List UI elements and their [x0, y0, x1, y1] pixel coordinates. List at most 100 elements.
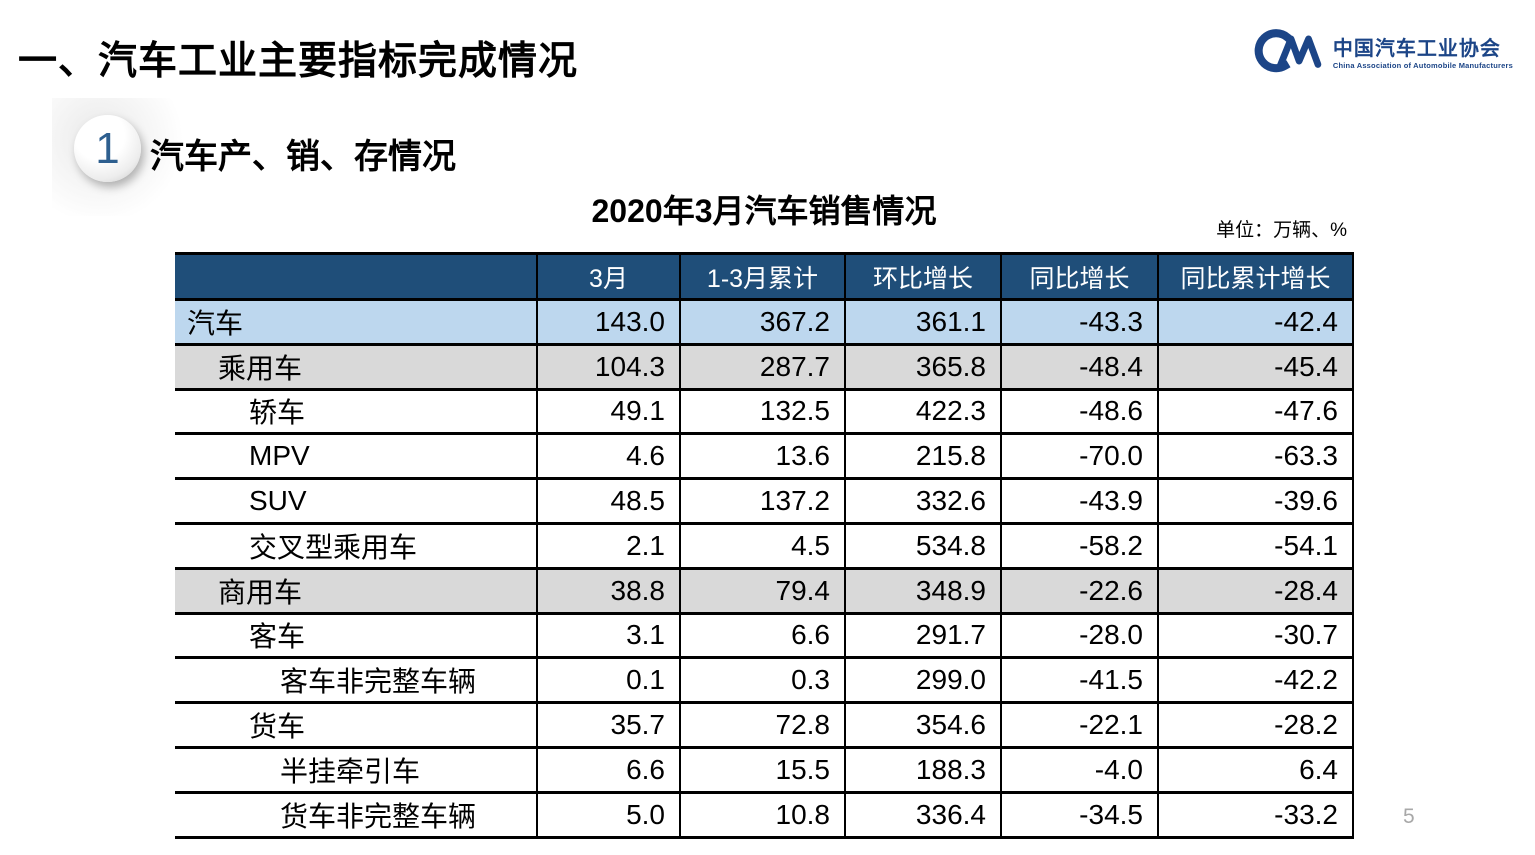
table-title: 2020年3月汽车销售情况 — [591, 193, 937, 229]
table-header-row: 3月 1-3月累计 环比增长 同比增长 同比累计增长 — [175, 252, 1354, 301]
logo-cm-icon — [1250, 24, 1324, 83]
table-cell: 4.6 — [536, 432, 681, 481]
page-number: 5 — [1403, 805, 1415, 828]
table-cell: -70.0 — [1000, 432, 1159, 481]
column-header: 3月 — [536, 252, 681, 301]
table-cell: -58.2 — [1000, 521, 1159, 570]
table-cell: 104.3 — [536, 342, 681, 391]
row-label: 半挂牵引车 — [175, 745, 538, 794]
table-cell: -63.3 — [1157, 432, 1354, 481]
table-cell: -28.2 — [1157, 701, 1354, 749]
table-cell: 367.2 — [679, 298, 846, 346]
table-cell: -28.4 — [1157, 566, 1354, 615]
table-cell: -42.4 — [1157, 298, 1354, 346]
table-row: MPV 4.6 13.6 215.8 -70.0 -63.3 — [175, 432, 1354, 481]
table-cell: 0.3 — [679, 656, 846, 705]
row-label: 客车非完整车辆 — [175, 656, 538, 705]
table-cell: -34.5 — [1000, 790, 1159, 839]
row-label: 汽车 — [175, 298, 538, 346]
table-cell: 354.6 — [844, 701, 1002, 749]
table-cell: 215.8 — [844, 432, 1002, 481]
table-cell: 13.6 — [679, 432, 846, 481]
table-cell: 336.4 — [844, 790, 1002, 839]
table-cell: 132.5 — [679, 387, 846, 436]
table-cell: 348.9 — [844, 566, 1002, 615]
table-cell: 287.7 — [679, 342, 846, 391]
row-label: 商用车 — [175, 566, 538, 615]
table-cell: 0.1 — [536, 656, 681, 705]
table-cell: 4.5 — [679, 521, 846, 570]
table-cell: -43.9 — [1000, 477, 1159, 525]
table-cell: -39.6 — [1157, 477, 1354, 525]
logo-text: 中国汽车工业协会 China Association of Automobile… — [1333, 38, 1513, 70]
table-cell: 291.7 — [844, 611, 1002, 660]
table-cell: -42.2 — [1157, 656, 1354, 705]
section-title: 汽车产、销、存情况 — [150, 138, 456, 176]
table-cell: 365.8 — [844, 342, 1002, 391]
table-cell: 10.8 — [679, 790, 846, 839]
row-label: 交叉型乘用车 — [175, 521, 538, 570]
section-number-badge: 1 — [74, 115, 141, 182]
table-row: 货车非完整车辆 5.0 10.8 336.4 -34.5 -33.2 — [175, 790, 1354, 839]
column-header: 同比累计增长 — [1157, 252, 1354, 301]
table-cell: 35.7 — [536, 701, 681, 749]
table-cell: 361.1 — [844, 298, 1002, 346]
row-label: SUV — [175, 477, 538, 525]
table-cell: -47.6 — [1157, 387, 1354, 436]
table-cell: 2.1 — [536, 521, 681, 570]
table-cell: -41.5 — [1000, 656, 1159, 705]
table-cell: -48.4 — [1000, 342, 1159, 391]
row-label: 轿车 — [175, 387, 538, 436]
table-cell: 3.1 — [536, 611, 681, 660]
table-cell: -48.6 — [1000, 387, 1159, 436]
table-row: 客车非完整车辆 0.1 0.3 299.0 -41.5 -42.2 — [175, 656, 1354, 705]
table-cell: 5.0 — [536, 790, 681, 839]
table-cell: 534.8 — [844, 521, 1002, 570]
row-label: 客车 — [175, 611, 538, 660]
table-cell: 6.6 — [679, 611, 846, 660]
table-row: 客车 3.1 6.6 291.7 -28.0 -30.7 — [175, 611, 1354, 660]
table-cell: -4.0 — [1000, 745, 1159, 794]
table-cell: 332.6 — [844, 477, 1002, 525]
table-row: 轿车 49.1 132.5 422.3 -48.6 -47.6 — [175, 387, 1354, 436]
table-cell: 48.5 — [536, 477, 681, 525]
organization-logo: 中国汽车工业协会 China Association of Automobile… — [1250, 24, 1513, 83]
column-header: 同比增长 — [1000, 252, 1159, 301]
table-cell: 49.1 — [536, 387, 681, 436]
column-header: 1-3月累计 — [679, 252, 846, 301]
table-cell: 72.8 — [679, 701, 846, 749]
table-cell: -22.1 — [1000, 701, 1159, 749]
row-label: 货车非完整车辆 — [175, 790, 538, 839]
table-row: 货车 35.7 72.8 354.6 -22.1 -28.2 — [175, 701, 1354, 749]
table-header: 3月 1-3月累计 环比增长 同比增长 同比累计增长 — [175, 252, 1354, 301]
table-cell: -33.2 — [1157, 790, 1354, 839]
column-header-empty — [175, 252, 538, 301]
table-cell: 38.8 — [536, 566, 681, 615]
table-cell: 143.0 — [536, 298, 681, 346]
table-cell: 15.5 — [679, 745, 846, 794]
row-label: MPV — [175, 432, 538, 481]
table-cell: -54.1 — [1157, 521, 1354, 570]
row-label: 乘用车 — [175, 342, 538, 391]
table-cell: -30.7 — [1157, 611, 1354, 660]
row-label: 货车 — [175, 701, 538, 749]
table-row: 商用车 38.8 79.4 348.9 -22.6 -28.4 — [175, 566, 1354, 615]
logo-name-en: China Association of Automobile Manufact… — [1332, 60, 1513, 70]
table-cell: 137.2 — [679, 477, 846, 525]
logo-name-zh: 中国汽车工业协会 — [1332, 37, 1501, 60]
table-cell: 188.3 — [844, 745, 1002, 794]
table-body: 汽车 143.0 367.2 361.1 -43.3 -42.4 乘用车 104.3 287.7… — [175, 298, 1354, 839]
unit-note: 单位：万辆、% — [1216, 220, 1347, 241]
table-cell: 422.3 — [844, 387, 1002, 436]
table-cell: -43.3 — [1000, 298, 1159, 346]
table-cell: -45.4 — [1157, 342, 1354, 391]
table-row: 汽车 143.0 367.2 361.1 -43.3 -42.4 — [175, 298, 1354, 346]
table-row: 乘用车 104.3 287.7 365.8 -48.4 -45.4 — [175, 342, 1354, 391]
column-header: 环比增长 — [844, 252, 1002, 301]
sales-table: 3月 1-3月累计 环比增长 同比增长 同比累计增长 汽车 143.0 367.2 361.1… — [175, 252, 1354, 839]
table-cell: 6.6 — [536, 745, 681, 794]
page-title: 一、汽车工业主要指标完成情况 — [18, 40, 579, 83]
table-cell: -28.0 — [1000, 611, 1159, 660]
table-cell: 6.4 — [1157, 745, 1354, 794]
